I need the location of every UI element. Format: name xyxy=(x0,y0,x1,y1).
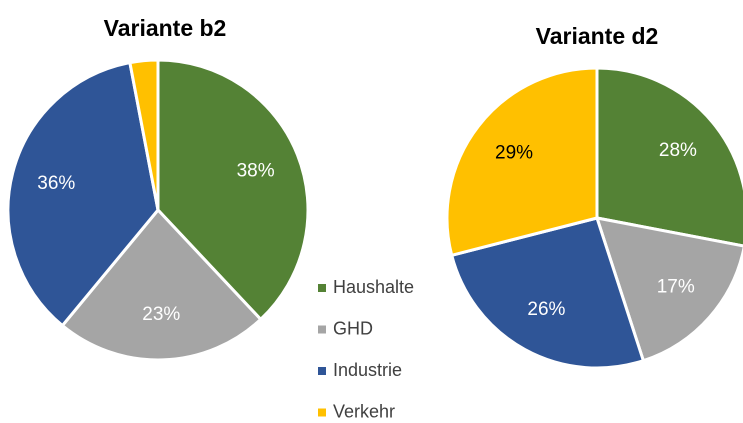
data-label: 36% xyxy=(37,173,75,194)
pie-slice xyxy=(6,60,160,328)
legend-label: Haushalte xyxy=(333,277,414,297)
data-label: 26% xyxy=(527,299,565,320)
legend-marker xyxy=(318,408,326,417)
chart-title: Variante b2 xyxy=(104,15,227,41)
pie-slice xyxy=(595,66,743,248)
pie-slice xyxy=(60,207,263,362)
data-label: 28% xyxy=(659,140,697,161)
legend-label: Industrie xyxy=(333,360,402,380)
legend-label: GHD xyxy=(333,318,373,338)
pie-slice xyxy=(594,216,743,363)
data-label: 38% xyxy=(237,160,275,181)
chart-title: Variante d2 xyxy=(536,23,659,49)
legend-marker xyxy=(318,284,326,292)
pie-slice xyxy=(445,66,599,258)
legend-marker xyxy=(318,367,326,375)
data-label: 17% xyxy=(657,276,695,297)
data-label: 29% xyxy=(495,143,533,164)
pie-slice xyxy=(449,216,646,370)
pie-slice xyxy=(128,58,160,211)
legend-label: Verkehr xyxy=(333,401,395,421)
legend-marker xyxy=(318,325,326,334)
pie-slice xyxy=(156,58,310,322)
data-label: 23% xyxy=(142,304,180,325)
